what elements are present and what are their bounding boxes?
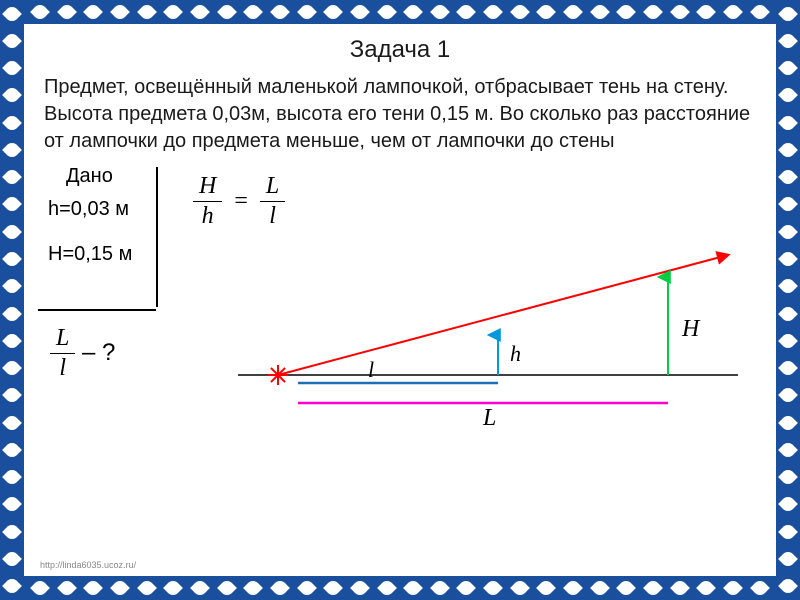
- footer-url: http://linda6035.ucoz.ru/: [40, 560, 136, 570]
- answer-suffix: – ?: [75, 339, 115, 366]
- slide-title: Задача 1: [28, 36, 772, 64]
- eq-lhs-num: H: [193, 173, 222, 200]
- svg-text:l: l: [368, 357, 374, 382]
- border-top: [0, 0, 800, 24]
- eq-equals: =: [234, 188, 248, 214]
- answer-numerator: L: [50, 325, 75, 352]
- eq-rhs-num: L: [260, 173, 285, 200]
- svg-text:h: h: [510, 341, 521, 366]
- problem-statement: Предмет, освещённый маленькой лампочкой,…: [28, 74, 772, 165]
- given-H: H=0,15 м: [48, 243, 178, 266]
- slide-content: Задача 1 Предмет, освещённый маленькой л…: [28, 28, 772, 572]
- svg-text:L: L: [482, 405, 496, 431]
- eq-lhs-den: h: [193, 203, 222, 230]
- find-expression: L l – ?: [50, 325, 115, 382]
- given-vertical-divider: [156, 167, 158, 307]
- given-header: Дано: [48, 165, 178, 188]
- border-bottom: [0, 576, 800, 600]
- border-left: [0, 0, 24, 600]
- optics-diagram: h Hl L: [238, 225, 738, 435]
- border-right: [776, 0, 800, 600]
- given-h: h=0,03 м: [48, 198, 178, 221]
- given-horizontal-divider: [38, 309, 156, 311]
- svg-text:H: H: [681, 316, 701, 342]
- lower-section: Дано h=0,03 м H=0,15 м L l – ? H h = L l: [28, 165, 772, 445]
- answer-denominator: l: [50, 355, 75, 382]
- given-block: Дано h=0,03 м H=0,15 м: [48, 165, 178, 276]
- equation: H h = L l: [193, 173, 285, 230]
